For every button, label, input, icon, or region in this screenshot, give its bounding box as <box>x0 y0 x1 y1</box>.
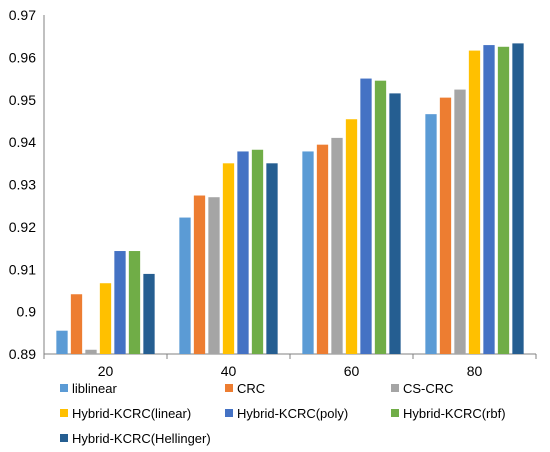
y-tick-label: 0.94 <box>9 134 36 150</box>
y-tick-label: 0.93 <box>9 177 36 193</box>
x-tick-label: 40 <box>221 363 237 379</box>
legend-swatch <box>391 384 399 392</box>
bar <box>193 195 206 354</box>
bar <box>345 119 358 355</box>
legend-swatch <box>225 409 233 417</box>
legend-label: Hybrid-KCRC(poly) <box>237 406 348 421</box>
legend-item: Hybrid-KCRC(Hellinger) <box>60 431 211 446</box>
bar <box>331 137 343 354</box>
bar <box>454 89 466 354</box>
y-tick-label: 0.91 <box>9 261 36 277</box>
y-tick-label: 0.89 <box>9 346 36 362</box>
y-tick-label: 0.96 <box>9 49 36 65</box>
legend-label: Hybrid-KCRC(rbf) <box>403 406 506 421</box>
legend-item: CRC <box>225 381 265 396</box>
bar <box>251 149 264 354</box>
legend-swatch <box>391 409 399 417</box>
axes: 0.89 0.9 0.91 0.92 0.93 0.94 0.95 0.96 0.97 20 40 6… <box>9 7 537 379</box>
x-tick-label: 80 <box>467 363 483 379</box>
legend-item: CS-CRC <box>391 381 454 396</box>
bar <box>483 45 495 355</box>
bar <box>439 97 452 354</box>
bar <box>468 50 481 355</box>
legend: liblinear CRC CS-CRC Hybrid-KCRC(linear) Hyb… <box>60 381 506 446</box>
bar <box>425 114 437 354</box>
bar <box>143 273 155 354</box>
y-tick-label: 0.9 <box>17 304 37 320</box>
bar <box>99 283 112 354</box>
bar <box>266 163 278 354</box>
bar <box>316 144 329 354</box>
bar <box>222 163 235 354</box>
legend-label: CS-CRC <box>403 381 454 396</box>
y-tick-label: 0.92 <box>9 219 36 235</box>
bar <box>497 46 510 354</box>
bar <box>56 330 68 354</box>
legend-swatch <box>60 409 68 417</box>
bar <box>360 78 372 354</box>
legend-item: Hybrid-KCRC(poly) <box>225 406 348 421</box>
legend-swatch <box>60 434 68 442</box>
legend-swatch <box>225 384 233 392</box>
bar <box>114 251 126 354</box>
legend-swatch <box>60 384 68 392</box>
legend-item: Hybrid-KCRC(rbf) <box>391 406 506 421</box>
bar <box>179 217 191 354</box>
bar <box>128 251 141 354</box>
bar <box>70 294 83 354</box>
legend-item: Hybrid-KCRC(linear) <box>60 406 191 421</box>
legend-item: liblinear <box>60 381 117 396</box>
x-tick-label: 60 <box>344 363 360 379</box>
bars <box>56 43 524 355</box>
bar <box>85 349 97 354</box>
bar <box>237 151 249 354</box>
legend-label: liblinear <box>72 381 117 396</box>
bar <box>208 197 220 354</box>
bar <box>302 151 314 354</box>
y-tick-label: 0.95 <box>9 92 36 108</box>
x-tick-label: 20 <box>98 363 114 379</box>
bar <box>512 43 524 354</box>
bar <box>374 80 387 355</box>
y-tick-label: 0.97 <box>9 7 36 23</box>
legend-label: CRC <box>237 381 265 396</box>
bar <box>389 93 401 354</box>
legend-label: Hybrid-KCRC(linear) <box>72 406 191 421</box>
legend-label: Hybrid-KCRC(Hellinger) <box>72 431 211 446</box>
